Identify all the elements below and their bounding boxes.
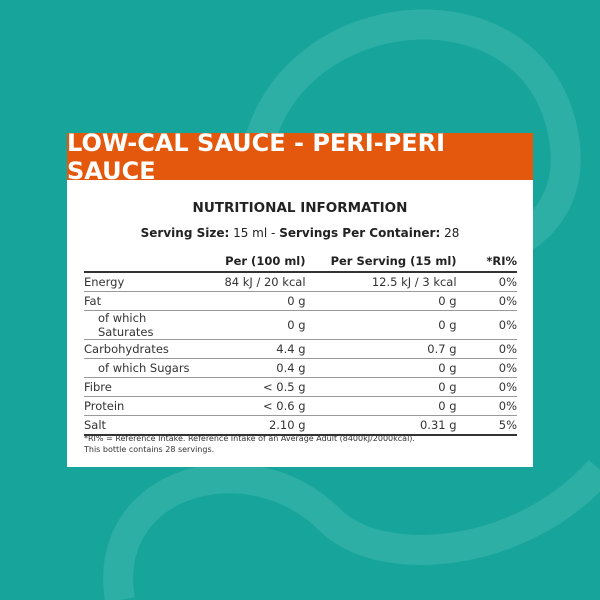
footnote-line: This bottle contains 28 servings.: [84, 445, 215, 454]
serving-size-value: 15 ml -: [233, 226, 276, 240]
per-100-value: < 0.5 g: [204, 377, 306, 397]
nutrient-name: Salt: [84, 415, 205, 436]
per-serving-value: 0 g: [305, 358, 457, 378]
per-100-value: 4.4 g: [204, 339, 306, 359]
serving-size-label: Serving Size:: [140, 226, 230, 240]
servings-per-container-label: Servings Per Container:: [279, 226, 441, 240]
nutrient-name: Energy: [84, 272, 205, 292]
per-100-value: < 0.6 g: [204, 396, 306, 416]
column-header-ri: *RI%: [456, 251, 517, 273]
per-serving-value: 0.31 g: [305, 415, 457, 436]
nutrient-name: Fibre: [84, 377, 205, 397]
column-header-per-serving: Per Serving (15 ml): [305, 251, 457, 273]
nutrition-label-card: LOW-CAL SAUCE - PERI-PERI SAUCE NUTRITIO…: [67, 129, 533, 467]
nutrient-name: Fat: [84, 291, 205, 311]
ri-value: 0%: [456, 377, 517, 397]
per-serving-value: 0 g: [305, 310, 457, 340]
ri-value: 0%: [456, 339, 517, 359]
ri-value: 0%: [456, 310, 517, 340]
nutrition-heading: NUTRITIONAL INFORMATION: [192, 200, 408, 216]
ri-value: 0%: [456, 358, 517, 378]
ri-value: 0%: [456, 272, 517, 292]
table-row: Energy 84 kJ / 20 kcal 12.5 kJ / 3 kcal 0%: [84, 272, 517, 292]
footnote: *RI% = Reference Intake. Reference Intak…: [84, 433, 415, 455]
product-title: LOW-CAL SAUCE - PERI-PERI SAUCE: [67, 129, 533, 185]
ri-value: 0%: [456, 396, 517, 416]
per-serving-value: 0.7 g: [305, 339, 457, 359]
per-100-value: 0.4 g: [204, 358, 306, 378]
table-header-row: Per (100 ml) Per Serving (15 ml) *RI%: [84, 251, 517, 273]
per-100-value: 2.10 g: [204, 415, 306, 436]
nutrient-name: Carbohydrates: [84, 339, 205, 359]
column-header-nutrient: [84, 251, 205, 273]
table-row: Salt 2.10 g 0.31 g 5%: [84, 415, 517, 436]
per-100-value: 0 g: [204, 310, 306, 340]
per-serving-value: 12.5 kJ / 3 kcal: [305, 272, 457, 292]
per-serving-value: 0 g: [305, 377, 457, 397]
nutrient-name: of which Sugars: [84, 358, 205, 378]
per-serving-value: 0 g: [305, 291, 457, 311]
per-100-value: 0 g: [204, 291, 306, 311]
table-row: Carbohydrates 4.4 g 0.7 g 0%: [84, 339, 517, 359]
nutrition-table: Per (100 ml) Per Serving (15 ml) *RI% En…: [84, 251, 517, 436]
serving-info: Serving Size: 15 ml - Servings Per Conta…: [67, 226, 533, 240]
column-header-per-100: Per (100 ml): [204, 251, 306, 273]
ri-value: 0%: [456, 291, 517, 311]
footnote-line: *RI% = Reference Intake. Reference Intak…: [84, 434, 415, 443]
per-100-value: 84 kJ / 20 kcal: [204, 272, 306, 292]
nutrient-name: Protein: [84, 396, 205, 416]
ri-value: 5%: [456, 415, 517, 436]
nutrient-name: of which Saturates: [84, 310, 205, 340]
servings-per-container-value: 28: [444, 226, 460, 240]
per-serving-value: 0 g: [305, 396, 457, 416]
